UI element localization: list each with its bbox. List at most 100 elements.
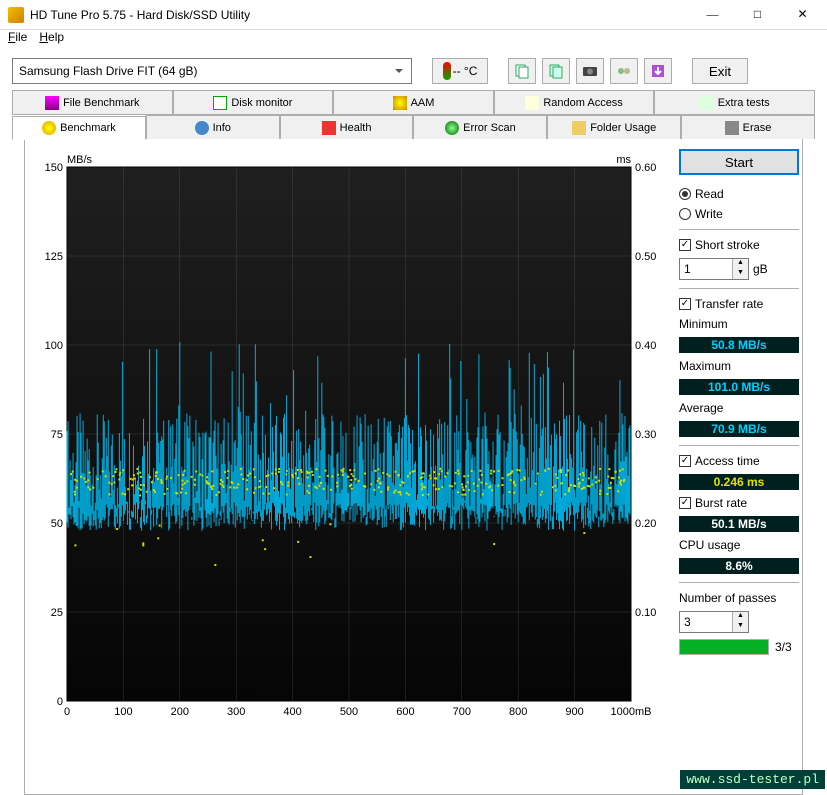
tab-error-scan[interactable]: Error Scan	[413, 115, 547, 139]
svg-text:900: 900	[565, 706, 583, 718]
tab-disk-monitor[interactable]: Disk monitor	[173, 90, 334, 114]
options-button[interactable]	[610, 58, 638, 84]
save-button[interactable]	[644, 58, 672, 84]
svg-text:MB/s: MB/s	[67, 154, 93, 166]
screenshot-button[interactable]	[576, 58, 604, 84]
erase-icon	[725, 121, 739, 135]
maximum-value: 101.0 MB/s	[679, 379, 799, 395]
average-value: 70.9 MB/s	[679, 421, 799, 437]
access-time-check[interactable]: ✓Access time	[679, 454, 799, 468]
info-icon	[195, 121, 209, 135]
exit-button[interactable]: Exit	[692, 58, 748, 84]
tab-random-access[interactable]: Random Access	[494, 90, 655, 114]
menu-file[interactable]: File	[8, 30, 27, 50]
disk-monitor-icon	[213, 96, 227, 110]
average-label: Average	[679, 401, 799, 415]
svg-text:0: 0	[64, 706, 70, 718]
tab-extra-tests[interactable]: Extra tests	[654, 90, 815, 114]
svg-text:75: 75	[51, 429, 63, 441]
passes-input[interactable]	[680, 612, 732, 632]
svg-text:500: 500	[340, 706, 358, 718]
tab-row-bottom: Benchmark Info Health Error Scan Folder …	[12, 115, 815, 139]
menubar: File Help	[0, 30, 827, 50]
svg-text:0.30: 0.30	[635, 429, 656, 441]
svg-text:600: 600	[396, 706, 414, 718]
tab-label: Extra tests	[718, 97, 770, 109]
tab-benchmark[interactable]: Benchmark	[12, 116, 146, 140]
svg-text:25: 25	[51, 607, 63, 619]
spin-up[interactable]: ▲	[733, 259, 748, 269]
tab-aam[interactable]: AAM	[333, 90, 494, 114]
benchmark-chart: 02550751001251500.100.200.300.400.500.60…	[29, 149, 669, 729]
chart-area: 02550751001251500.100.200.300.400.500.60…	[29, 149, 669, 784]
tab-file-benchmark[interactable]: File Benchmark	[12, 90, 173, 114]
benchmark-icon	[42, 121, 56, 135]
svg-text:0.20: 0.20	[635, 518, 656, 530]
passes-spin[interactable]: ▲▼	[679, 611, 749, 633]
thermometer-icon	[443, 62, 451, 80]
temperature-display: -- °C	[432, 58, 488, 84]
svg-text:700: 700	[453, 706, 471, 718]
passes-progress-text: 3/3	[775, 640, 792, 654]
short-stroke-input[interactable]	[680, 259, 732, 279]
copy-screenshot-button[interactable]	[542, 58, 570, 84]
svg-text:200: 200	[171, 706, 189, 718]
read-radio[interactable]: Read	[679, 187, 799, 201]
benchmark-panel: 02550751001251500.100.200.300.400.500.60…	[24, 139, 803, 795]
transfer-rate-check[interactable]: ✓Transfer rate	[679, 297, 799, 311]
tab-label: Folder Usage	[590, 122, 656, 134]
write-radio[interactable]: Write	[679, 207, 799, 221]
tab-label: Error Scan	[463, 122, 516, 134]
svg-text:0.10: 0.10	[635, 607, 656, 619]
minimum-label: Minimum	[679, 317, 799, 331]
maximize-button[interactable]: □	[735, 1, 780, 29]
short-stroke-label: Short stroke	[695, 238, 760, 252]
short-stroke-spin[interactable]: ▲▼	[679, 258, 749, 280]
svg-text:0.50: 0.50	[635, 251, 656, 263]
drive-select-value: Samsung Flash Drive FIT (64 gB)	[19, 64, 198, 78]
access-time-value: 0.246 ms	[679, 474, 799, 490]
titlebar: HD Tune Pro 5.75 - Hard Disk/SSD Utility…	[0, 0, 827, 30]
spin-down[interactable]: ▼	[733, 622, 748, 632]
drive-select[interactable]: Samsung Flash Drive FIT (64 gB)	[12, 58, 412, 84]
close-button[interactable]: ✕	[780, 1, 825, 29]
tab-info[interactable]: Info	[146, 115, 280, 139]
cpu-usage-label: CPU usage	[679, 538, 799, 552]
toolbar: Samsung Flash Drive FIT (64 gB) -- °C Ex…	[12, 58, 815, 84]
start-button[interactable]: Start	[679, 149, 799, 175]
watermark: www.ssd-tester.pl	[680, 770, 825, 789]
burst-rate-value: 50.1 MB/s	[679, 516, 799, 532]
minimize-button[interactable]: —	[690, 1, 735, 29]
tab-health[interactable]: Health	[280, 115, 414, 139]
svg-text:125: 125	[45, 251, 63, 263]
spin-up[interactable]: ▲	[733, 612, 748, 622]
side-panel: Start Read Write ✓Short stroke ▲▼ gB ✓Tr…	[669, 149, 799, 784]
tab-label: File Benchmark	[63, 97, 139, 109]
tab-label: Info	[213, 122, 231, 134]
short-stroke-check[interactable]: ✓Short stroke	[679, 238, 799, 252]
copy-info-button[interactable]	[508, 58, 536, 84]
svg-text:150: 150	[45, 162, 63, 174]
maximum-label: Maximum	[679, 359, 799, 373]
random-access-icon	[525, 96, 539, 110]
tab-erase[interactable]: Erase	[681, 115, 815, 139]
burst-rate-check[interactable]: ✓Burst rate	[679, 496, 799, 510]
svg-text:0.40: 0.40	[635, 340, 656, 352]
svg-text:100: 100	[45, 340, 63, 352]
file-benchmark-icon	[45, 96, 59, 110]
tab-row-top: File Benchmark Disk monitor AAM Random A…	[12, 90, 815, 115]
temperature-value: -- °C	[453, 64, 478, 78]
tab-label: Health	[340, 122, 372, 134]
access-time-label: Access time	[695, 454, 760, 468]
svg-text:50: 50	[51, 518, 63, 530]
svg-text:1000mB: 1000mB	[611, 706, 652, 718]
tab-folder-usage[interactable]: Folder Usage	[547, 115, 681, 139]
cpu-usage-value: 8.6%	[679, 558, 799, 574]
tab-label: Random Access	[543, 97, 622, 109]
short-stroke-unit: gB	[753, 262, 768, 276]
menu-help[interactable]: Help	[39, 30, 64, 50]
spin-down[interactable]: ▼	[733, 269, 748, 279]
read-label: Read	[695, 187, 724, 201]
svg-text:800: 800	[509, 706, 527, 718]
svg-text:300: 300	[227, 706, 245, 718]
